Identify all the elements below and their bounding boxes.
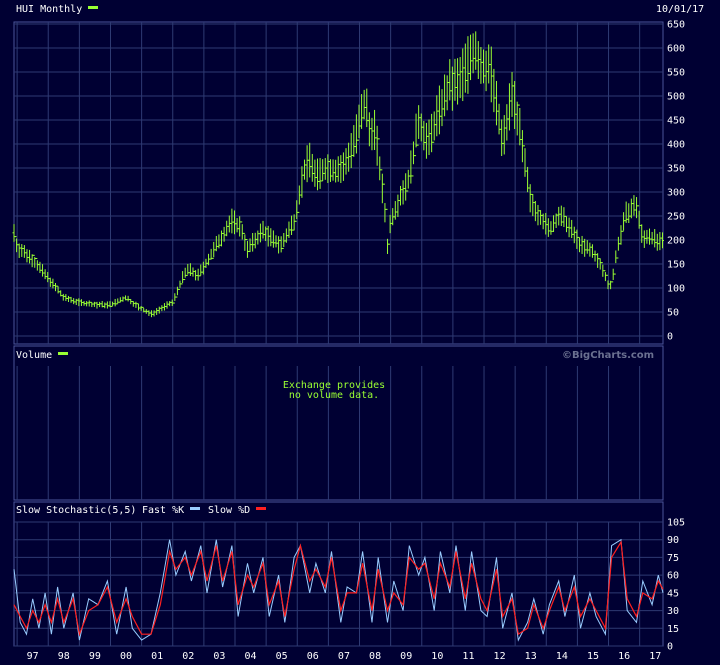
price-ytick-label: 500 [667, 92, 685, 103]
price-ytick-label: 250 [667, 212, 685, 223]
stochastic-ytick-label: 30 [667, 606, 679, 617]
x-tick-label: 99 [89, 651, 101, 662]
price-panel: 050100150200250300350400450500550600650 … [12, 4, 704, 345]
price-ytick-label: 0 [667, 332, 673, 343]
price-panel-title: HUI Monthly [16, 4, 82, 15]
price-ytick-label: 50 [667, 308, 679, 319]
price-legend-swatch [88, 6, 98, 9]
price-grid [13, 21, 664, 345]
price-bars [12, 31, 664, 318]
x-tick-label: 12 [494, 651, 506, 662]
price-ytick-label: 400 [667, 140, 685, 151]
price-ytick-label: 100 [667, 284, 685, 295]
volume-grid [13, 345, 664, 501]
x-tick-label: 17 [649, 651, 661, 662]
x-tick-label: 04 [245, 651, 257, 662]
x-tick-label: 10 [431, 651, 443, 662]
fast-k-legend-swatch [190, 507, 200, 510]
x-tick-label: 09 [400, 651, 412, 662]
stochastic-panel-title: Slow Stochastic(5,5) [16, 505, 136, 516]
x-tick-label: 11 [462, 651, 474, 662]
stochastic-ytick-label: 90 [667, 535, 679, 546]
x-tick-label: 07 [338, 651, 350, 662]
x-tick-label: 03 [213, 651, 225, 662]
stochastic-ytick-labels: 0 15 30 45 60 75 90 105 [667, 518, 685, 653]
stochastic-ytick-label: 0 [667, 642, 673, 653]
x-tick-label: 06 [307, 651, 319, 662]
x-tick-label: 00 [120, 651, 132, 662]
x-tick-label: 02 [182, 651, 194, 662]
x-axis-year-labels: 97 98 99 00 01 02 03 04 05 06 07 08 09 10 11 12 13 14 15 16… [27, 651, 662, 662]
volume-note-line1: Exchange provides [283, 380, 385, 391]
price-ytick-labels: 0 50 100 150 200 250 300 350 400 450 500 550 600 650 [667, 20, 685, 343]
x-tick-label: 05 [276, 651, 288, 662]
price-ytick-label: 300 [667, 188, 685, 199]
price-ytick-label: 350 [667, 164, 685, 175]
price-ytick-label: 550 [667, 68, 685, 79]
header-date: 10/01/17 [656, 4, 704, 15]
price-bar [660, 232, 664, 249]
stochastic-panel: 0 15 30 45 60 75 90 105 97 98 99 00 01 02 03 04 05 06 07 0… [13, 501, 685, 662]
fast-k-legend-label: Fast %K [142, 505, 184, 516]
volume-frame [13, 345, 664, 501]
x-tick-label: 13 [525, 651, 537, 662]
x-tick-label: 15 [587, 651, 599, 662]
watermark: ©BigCharts.com [562, 350, 654, 361]
slow-d-line [13, 540, 664, 637]
volume-legend-swatch [58, 352, 68, 355]
x-tick-label: 98 [58, 651, 70, 662]
stochastic-ytick-label: 45 [667, 588, 679, 599]
volume-note-line2: no volume data. [289, 390, 379, 401]
price-ytick-label: 200 [667, 236, 685, 247]
price-ytick-label: 600 [667, 44, 685, 55]
stochastic-ytick-label: 105 [667, 518, 685, 529]
slow-d-legend-label: Slow %D [208, 505, 250, 516]
stochastic-ytick-label: 15 [667, 624, 679, 635]
price-frame [13, 21, 664, 345]
x-tick-label: 97 [27, 651, 39, 662]
x-tick-label: 16 [618, 651, 630, 662]
x-tick-label: 08 [369, 651, 381, 662]
price-ytick-label: 150 [667, 260, 685, 271]
slow-d-legend-swatch [256, 507, 266, 510]
volume-panel-title: Volume [16, 350, 52, 361]
stochastic-ytick-label: 75 [667, 553, 679, 564]
volume-panel: Volume ©BigCharts.com Exchange provides … [13, 345, 664, 501]
price-ytick-label: 650 [667, 20, 685, 31]
price-ytick-label: 450 [667, 116, 685, 127]
x-tick-label: 14 [556, 651, 568, 662]
fast-k-line [13, 538, 664, 642]
stochastic-ytick-label: 60 [667, 571, 679, 582]
x-tick-label: 01 [151, 651, 163, 662]
